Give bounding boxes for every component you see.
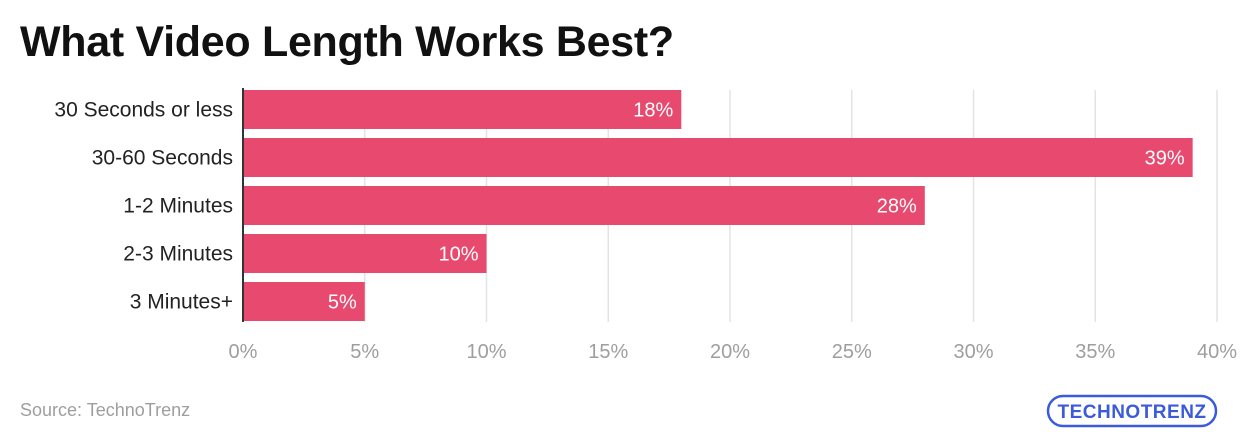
bar — [243, 282, 365, 321]
x-tick-label: 15% — [588, 341, 628, 363]
data-label: 18% — [633, 100, 673, 122]
category-label: 30 Seconds or less — [54, 99, 233, 122]
bars: 18% 39% 28% 10% 5% — [243, 90, 1193, 321]
data-label: 5% — [328, 292, 357, 314]
x-tick-label: 30% — [953, 341, 993, 363]
x-tick-label: 10% — [466, 341, 506, 363]
bar — [243, 234, 487, 273]
x-tick-label: 35% — [1075, 341, 1115, 363]
data-label: 10% — [438, 244, 478, 266]
category-label: 30-60 Seconds — [92, 147, 233, 170]
source-note: Source: TechnoTrenz — [20, 400, 191, 420]
technotrenz-logo: TECHNOTRENZ — [1046, 392, 1220, 435]
axes: 0% 5% 10% 15% 20% 25% 30% 35% 40% 30 Seconds or l… — [54, 88, 1237, 363]
category-label: 1-2 Minutes — [123, 195, 233, 218]
category-label: 2-3 Minutes — [123, 243, 233, 266]
bar — [243, 90, 682, 129]
svg-text:TECHNOTRENZ: TECHNOTRENZ — [1057, 402, 1206, 423]
x-tick-label: 0% — [229, 341, 258, 363]
x-tick-label: 5% — [350, 341, 379, 363]
bar — [243, 138, 1193, 177]
bar — [243, 186, 925, 225]
x-tick-label: 40% — [1197, 341, 1237, 363]
data-label: 28% — [877, 196, 917, 218]
data-label: 39% — [1145, 148, 1185, 170]
x-tick-label: 25% — [832, 341, 872, 363]
x-tick-label: 20% — [710, 341, 750, 363]
category-label: 3 Minutes+ — [130, 291, 233, 314]
chart-title: What Video Length Works Best? — [20, 18, 674, 66]
